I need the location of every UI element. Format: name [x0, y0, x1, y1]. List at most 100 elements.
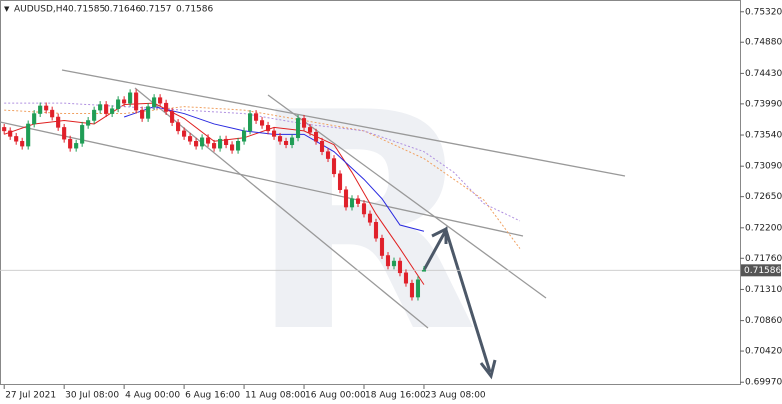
candle-body [385, 255, 391, 267]
candle-body [367, 213, 373, 223]
y-tick-label: 0.71310 [745, 285, 782, 295]
candle-body [110, 108, 115, 114]
candle-body [266, 125, 271, 132]
candle-body [218, 138, 223, 149]
candle-body [313, 132, 319, 142]
candle-body [200, 137, 205, 147]
x-tick-label: 18 Aug 16:00 [365, 391, 426, 401]
x-tick-label: 16 Aug 00:00 [305, 391, 366, 401]
candle-body [379, 237, 385, 256]
y-tick-label: 0.72200 [745, 223, 782, 233]
indicator-line [4, 102, 425, 285]
candle-body [242, 130, 247, 142]
y-tick-label: 0.69970 [745, 378, 782, 388]
last-price-label: 0.71586 [744, 266, 781, 276]
header-high: 0.71646 [104, 5, 141, 15]
candle-body [272, 130, 277, 137]
plot-frame [0, 0, 741, 385]
last-price-box [741, 264, 781, 277]
candle-body [337, 173, 343, 190]
candle-body [92, 109, 97, 121]
candle-body [301, 118, 307, 128]
candle-body [391, 260, 397, 267]
candle-body [260, 120, 265, 126]
y-tick-label: 0.70860 [745, 316, 782, 326]
candle-body [176, 122, 181, 132]
candle-body [343, 189, 349, 208]
candle-body [295, 118, 301, 139]
candle-body [248, 113, 253, 132]
candle-body [68, 138, 73, 149]
candle-body [164, 102, 169, 112]
candle-body [277, 136, 283, 142]
indicator-line [123, 106, 425, 232]
header-open: 0.71585 [68, 5, 105, 15]
candle-body [224, 138, 229, 145]
candle-body [80, 125, 85, 144]
candle-body [62, 127, 67, 140]
y-tick-label: 0.72650 [745, 192, 782, 202]
candle-body [188, 136, 193, 142]
candle-body [152, 97, 157, 107]
candle-body [134, 92, 139, 111]
forecast-arrow [422, 226, 497, 380]
candle-body [409, 282, 415, 298]
candle-body [289, 137, 295, 145]
candle-body [74, 143, 79, 149]
candle-body [140, 109, 145, 119]
y-tick-label: 0.70420 [745, 347, 782, 357]
candle-body [397, 260, 403, 274]
candle-body [373, 222, 379, 239]
x-tick-label: 30 Jul 08:00 [65, 391, 119, 401]
candle-body [104, 104, 109, 114]
candle-body [421, 270, 427, 272]
symbol: AUDUSD,H4 [14, 5, 69, 15]
candle-body [26, 123, 31, 147]
x-tick-label: 4 Aug 00:00 [125, 391, 180, 401]
candle-body [325, 151, 331, 159]
x-tick-label: 27 Jul 2021 [5, 391, 56, 401]
candle-body [361, 203, 367, 215]
y-tick-label: 0.75320 [745, 7, 782, 17]
trend-line [61, 69, 626, 177]
candle-body [254, 113, 259, 121]
candle-body [20, 141, 25, 147]
collapse-icon[interactable]: ▼ [4, 5, 10, 13]
candle-body [194, 141, 199, 147]
header-low: 0.7157 [140, 5, 172, 15]
arrow-head [431, 226, 448, 244]
candle-body [32, 113, 37, 125]
y-tick-label: 0.71760 [745, 254, 782, 264]
candle-body [307, 127, 313, 133]
candle-body [212, 143, 217, 149]
candle-body [349, 198, 355, 208]
candle-body [206, 137, 211, 144]
candle-body [38, 105, 43, 114]
y-tick-label: 0.74430 [745, 69, 782, 79]
candle-body [44, 105, 49, 111]
candle-body [122, 99, 127, 104]
candle-body [415, 279, 421, 298]
candle-body [116, 99, 121, 109]
candle-body [86, 120, 91, 126]
candle-body [128, 92, 133, 104]
candle-body [2, 127, 7, 132]
candle-body [170, 111, 175, 123]
y-tick-label: 0.73990 [745, 99, 782, 109]
candle-body [56, 116, 61, 128]
y-tick-label: 0.74880 [745, 38, 782, 48]
candle-body [319, 141, 325, 152]
candle-body [14, 136, 19, 142]
candle-body [50, 109, 55, 118]
x-tick-label: 6 Aug 16:00 [185, 391, 240, 401]
x-tick-label: 11 Aug 08:00 [245, 391, 306, 401]
candle-body [146, 106, 151, 119]
candle-body [283, 141, 289, 145]
candle-body [8, 130, 13, 137]
header-close: 0.71586 [176, 5, 213, 15]
candle-body [355, 198, 361, 204]
candle-body [331, 158, 337, 175]
watermark: R [248, 49, 479, 398]
candle-body [236, 141, 241, 151]
